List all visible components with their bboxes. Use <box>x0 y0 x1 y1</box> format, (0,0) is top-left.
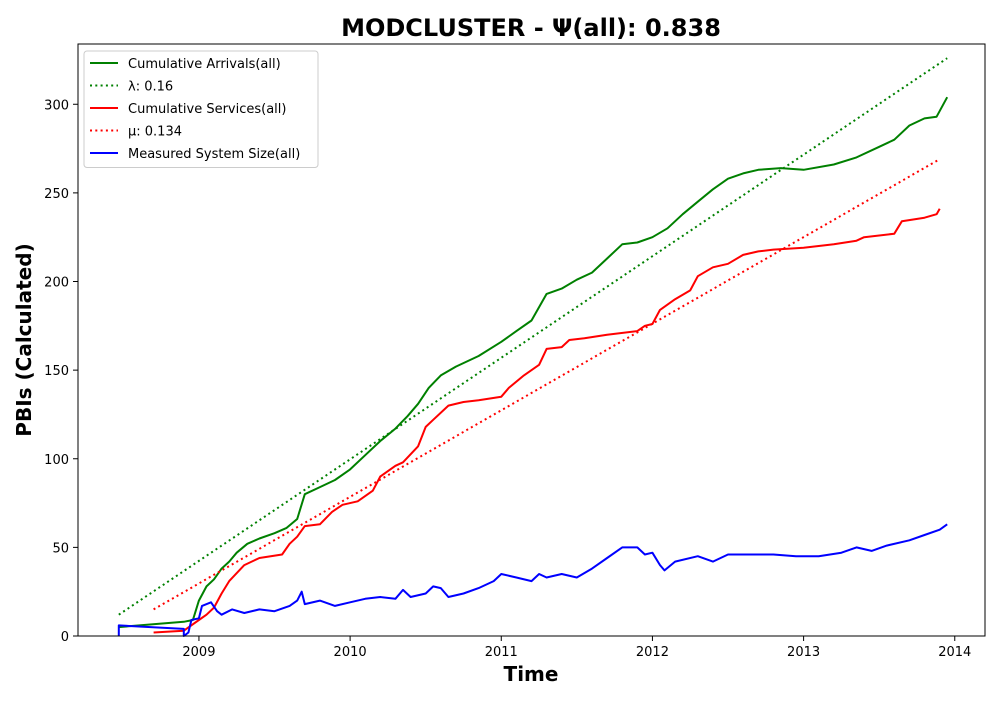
legend-box <box>83 50 319 168</box>
series-line-1 <box>118 96 949 629</box>
legend-label: λ: 0.16 <box>128 80 173 95</box>
x-tick-label: 2012 <box>636 645 669 660</box>
x-tick-label: 2014 <box>938 645 971 660</box>
y-tick-label: 50 <box>52 541 69 556</box>
series-line-2 <box>118 57 948 616</box>
chart-title: MODCLUSTER - Ψ(all): 0.838 <box>341 14 721 42</box>
x-tick-label: 2011 <box>485 645 518 660</box>
legend-label: Cumulative Services(all) <box>128 102 286 117</box>
y-tick-label: 0 <box>61 630 69 645</box>
x-axis-title: Time <box>504 662 559 686</box>
legend-label: Measured System Size(all) <box>128 147 300 162</box>
y-tick-label: 300 <box>44 98 69 113</box>
y-tick-label: 250 <box>44 187 69 202</box>
x-tick-label: 2009 <box>182 645 215 660</box>
plot-frame <box>77 43 986 637</box>
series-line-3 <box>153 208 941 634</box>
x-tick-label: 2010 <box>334 645 367 660</box>
y-axis-title: PBIs (Calculated) <box>12 243 36 436</box>
x-tick-label: 2013 <box>787 645 820 660</box>
legend-label: Cumulative Arrivals(all) <box>128 57 281 72</box>
series-line-4 <box>153 158 941 611</box>
y-tick-label: 100 <box>44 453 69 468</box>
legend-label: μ: 0.134 <box>128 125 182 140</box>
series-line-5 <box>117 523 948 637</box>
legend: Cumulative Arrivals(all) λ: 0.16 Cumulativ… <box>83 50 319 168</box>
y-tick-label: 150 <box>44 364 69 379</box>
y-tick-label: 200 <box>44 276 69 291</box>
